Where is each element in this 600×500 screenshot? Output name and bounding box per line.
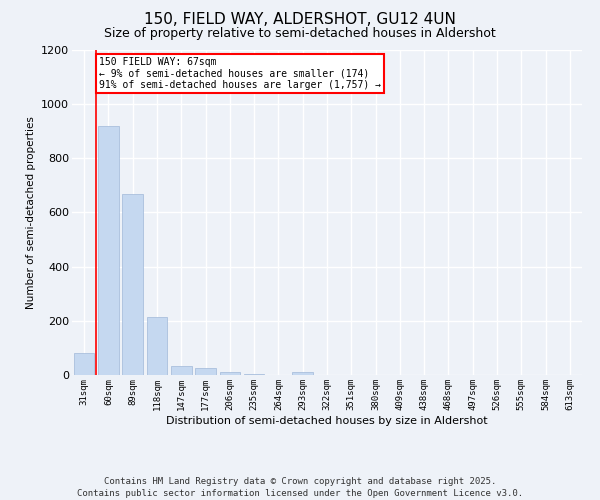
Bar (74, 354, 94, 375)
Text: 150, FIELD WAY, ALDERSHOT, GU12 4UN: 150, FIELD WAY, ALDERSHOT, GU12 4UN (144, 12, 456, 28)
Bar (146, 317, 167, 375)
Bar (220, 372, 240, 375)
X-axis label: Distribution of semi-detached houses by size in Aldershot: Distribution of semi-detached houses by … (166, 416, 488, 426)
Bar (171, 366, 191, 375)
Bar (98, 126, 119, 375)
Bar (122, 194, 143, 375)
Text: 150 FIELD WAY: 67sqm
← 9% of semi-detached houses are smaller (174)
91% of semi-: 150 FIELD WAY: 67sqm ← 9% of semi-detach… (99, 57, 381, 90)
Bar (244, 374, 265, 375)
Bar (292, 372, 313, 375)
Text: Contains HM Land Registry data © Crown copyright and database right 2025.
Contai: Contains HM Land Registry data © Crown c… (77, 476, 523, 498)
Text: Size of property relative to semi-detached houses in Aldershot: Size of property relative to semi-detach… (104, 28, 496, 40)
Y-axis label: Number of semi-detached properties: Number of semi-detached properties (26, 116, 35, 309)
Bar (195, 368, 216, 375)
